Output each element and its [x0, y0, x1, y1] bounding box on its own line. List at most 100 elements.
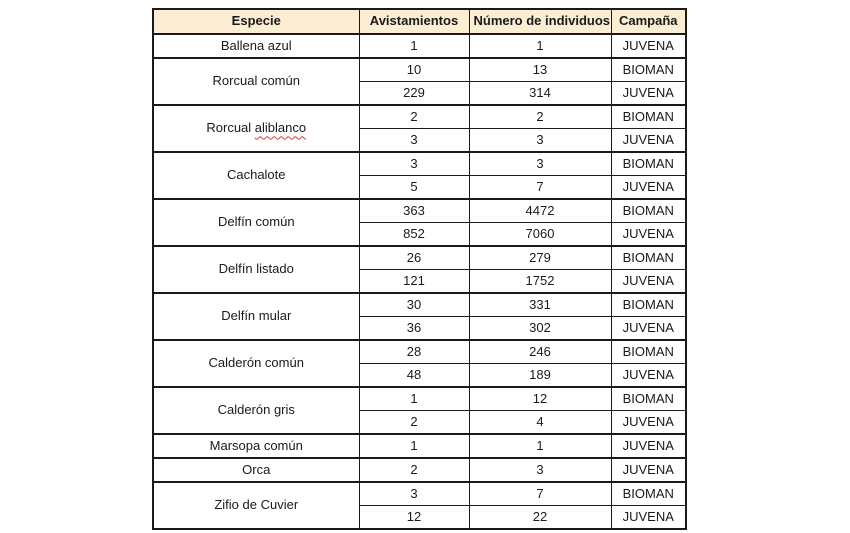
table-row: 36 302 JUVENA	[153, 316, 687, 341]
cell-species: Delfín listado	[152, 245, 360, 294]
cell-campana: JUVENA	[610, 175, 687, 200]
cell-campana: JUVENA	[610, 316, 687, 341]
cell-num-individuos: 3	[468, 151, 612, 176]
table-body: Ballena azul 1 1 JUVENA Rorcual común 10 13 BIO…	[152, 33, 687, 530]
column-header-campana: Campaña	[610, 8, 687, 35]
table-row: Ballena azul 1 1 JUVENA	[152, 33, 687, 59]
cell-num-individuos: 13	[468, 57, 612, 82]
cell-species: Calderón gris	[152, 386, 360, 435]
cell-avistamientos: 3	[358, 481, 470, 506]
cell-species: Ballena azul	[152, 33, 360, 59]
cell-num-individuos: 1	[468, 33, 612, 59]
cell-avistamientos: 48	[358, 363, 470, 388]
table-row: Delfín mular 30 331 BIOMAN	[152, 292, 687, 341]
cell-num-individuos: 331	[468, 292, 612, 317]
cell-num-individuos: 279	[468, 245, 612, 270]
cell-species: Delfín mular	[152, 292, 360, 341]
cell-species: Zifio de Cuvier	[152, 481, 360, 530]
cell-avistamientos: 28	[358, 339, 470, 364]
species-sightings-table: Especie Avistamientos Número de individu…	[152, 8, 687, 530]
cell-campana: JUVENA	[610, 457, 687, 483]
table-row: 121 1752 JUVENA	[153, 269, 687, 294]
cell-avistamientos: 1	[358, 386, 470, 411]
cell-num-individuos: 302	[468, 316, 612, 341]
cell-avistamientos: 5	[358, 175, 470, 200]
cell-num-individuos: 3	[468, 128, 612, 153]
header-row: Especie Avistamientos Número de individu…	[152, 8, 687, 35]
cell-num-individuos: 1752	[468, 269, 612, 294]
table-row: 2 4 JUVENA	[153, 410, 687, 435]
table-row: Rorcual común 10 13 BIOMAN	[152, 57, 687, 106]
cell-avistamientos: 10	[358, 57, 470, 82]
cell-num-individuos: 4	[468, 410, 612, 435]
cell-avistamientos: 2	[358, 104, 470, 129]
cell-campana: BIOMAN	[610, 292, 687, 317]
cell-avistamientos: 36	[358, 316, 470, 341]
cell-campana: JUVENA	[610, 81, 687, 106]
cell-campana: BIOMAN	[610, 481, 687, 506]
table-row: 229 314 JUVENA	[153, 81, 687, 106]
species-text: Rorcual	[206, 120, 255, 136]
cell-avistamientos: 3	[358, 151, 470, 176]
cell-avistamientos: 1	[358, 433, 470, 459]
cell-campana: BIOMAN	[610, 151, 687, 176]
cell-num-individuos: 189	[468, 363, 612, 388]
cell-campana: BIOMAN	[610, 245, 687, 270]
cell-num-individuos: 7	[468, 175, 612, 200]
cell-num-individuos: 314	[468, 81, 612, 106]
table-row: Marsopa común 1 1 JUVENA	[152, 433, 687, 459]
table-header: Especie Avistamientos Número de individu…	[152, 8, 687, 35]
cell-avistamientos: 121	[358, 269, 470, 294]
cell-avistamientos: 3	[358, 128, 470, 153]
cell-avistamientos: 30	[358, 292, 470, 317]
cell-campana: JUVENA	[610, 505, 687, 530]
cell-num-individuos: 12	[468, 386, 612, 411]
cell-num-individuos: 246	[468, 339, 612, 364]
cell-species: Rorcual aliblanco	[152, 104, 360, 153]
cell-num-individuos: 4472	[468, 198, 612, 223]
cell-campana: JUVENA	[610, 269, 687, 294]
cell-species: Marsopa común	[152, 433, 360, 459]
cell-num-individuos: 1	[468, 433, 612, 459]
cell-avistamientos: 363	[358, 198, 470, 223]
cell-avistamientos: 2	[358, 457, 470, 483]
table-row: Calderón común 28 246 BIOMAN	[152, 339, 687, 388]
cell-campana: JUVENA	[610, 222, 687, 247]
table-row: 3 3 JUVENA	[153, 128, 687, 153]
cell-campana: JUVENA	[610, 433, 687, 459]
column-header-avistamientos: Avistamientos	[358, 8, 470, 35]
cell-num-individuos: 2	[468, 104, 612, 129]
cell-campana: JUVENA	[610, 33, 687, 59]
column-header-numero-individuos: Número de individuos	[468, 8, 612, 35]
table-row: Rorcual aliblanco 2 2 BIOMAN	[152, 104, 687, 153]
table-row: Delfín listado 26 279 BIOMAN	[152, 245, 687, 294]
cell-avistamientos: 2	[358, 410, 470, 435]
table-row: Zifio de Cuvier 3 7 BIOMAN	[152, 481, 687, 530]
table-row: Cachalote 3 3 BIOMAN	[152, 151, 687, 200]
cell-campana: JUVENA	[610, 363, 687, 388]
cell-num-individuos: 22	[468, 505, 612, 530]
cell-species: Rorcual común	[152, 57, 360, 106]
cell-campana: JUVENA	[610, 128, 687, 153]
table-row: Orca 2 3 JUVENA	[152, 457, 687, 483]
cell-avistamientos: 852	[358, 222, 470, 247]
cell-num-individuos: 7	[468, 481, 612, 506]
cell-campana: BIOMAN	[610, 104, 687, 129]
table-row: 12 22 JUVENA	[153, 505, 687, 530]
table-row: Calderón gris 1 12 BIOMAN	[152, 386, 687, 435]
cell-avistamientos: 229	[358, 81, 470, 106]
cell-campana: BIOMAN	[610, 386, 687, 411]
column-header-especie: Especie	[152, 8, 360, 35]
cell-avistamientos: 1	[358, 33, 470, 59]
cell-species: Orca	[152, 457, 360, 483]
cell-species: Cachalote	[152, 151, 360, 200]
cell-num-individuos: 7060	[468, 222, 612, 247]
cell-campana: BIOMAN	[610, 339, 687, 364]
cell-campana: BIOMAN	[610, 57, 687, 82]
cell-species: Calderón común	[152, 339, 360, 388]
cell-species: Delfín común	[152, 198, 360, 247]
table-row: Delfín común 363 4472 BIOMAN	[152, 198, 687, 247]
species-sightings-table-wrap: Especie Avistamientos Número de individu…	[152, 8, 687, 530]
cell-num-individuos: 3	[468, 457, 612, 483]
species-misspelled-text: aliblanco	[254, 120, 307, 136]
